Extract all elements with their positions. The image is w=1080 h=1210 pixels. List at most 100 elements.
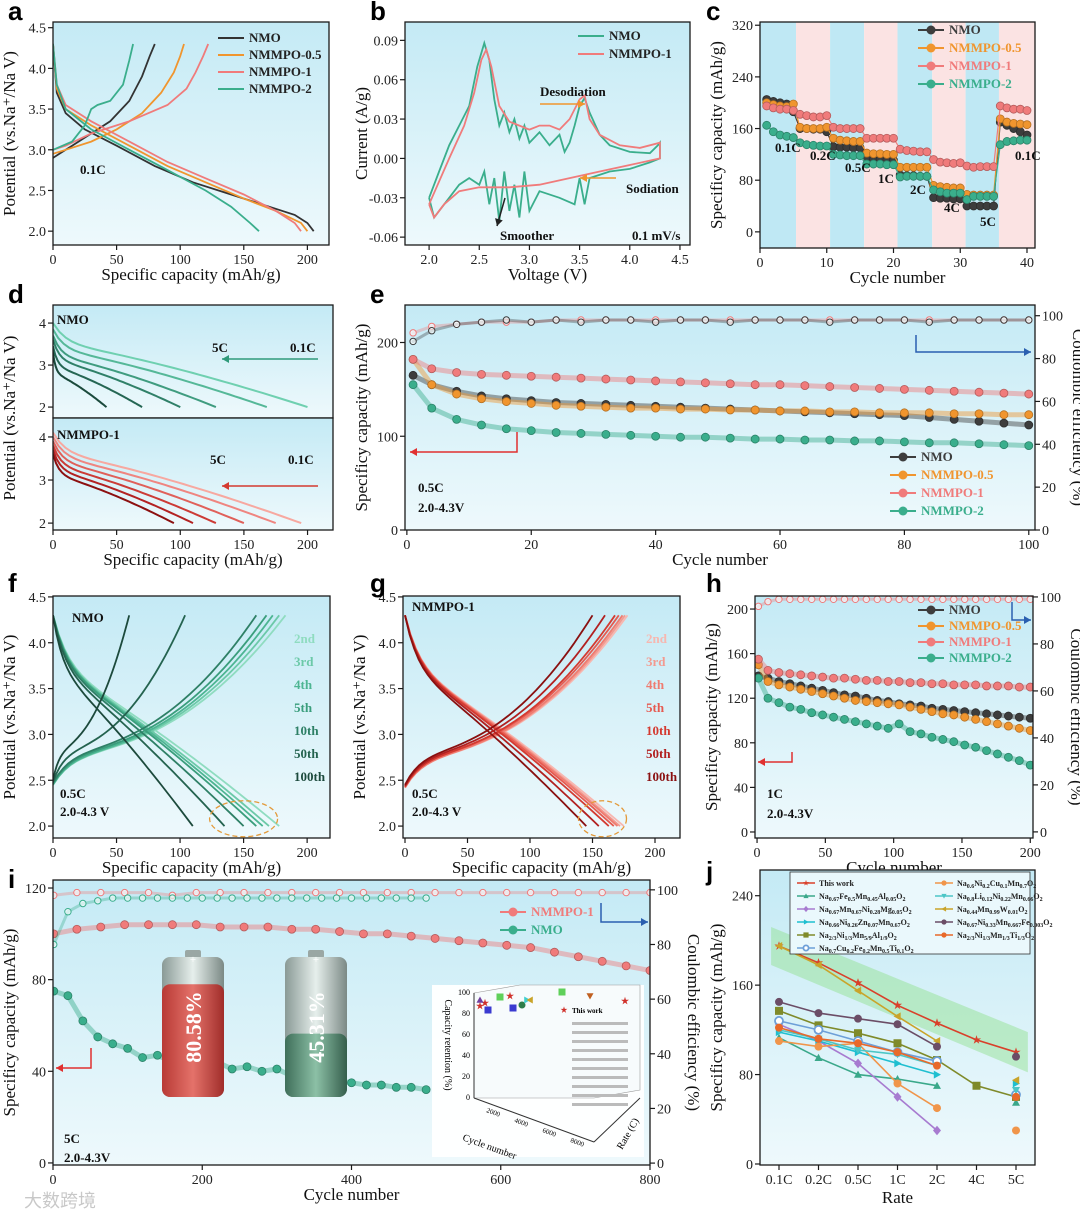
data-point <box>501 397 511 406</box>
ce-point <box>240 888 248 897</box>
data-point <box>272 1064 282 1074</box>
data-point <box>999 440 1009 450</box>
annotation: 0.1C <box>775 140 801 155</box>
plot-background <box>53 305 333 418</box>
data-point <box>676 377 685 387</box>
discharge-curve <box>53 335 217 409</box>
subscript: 2 <box>1033 884 1036 890</box>
series-10th <box>404 614 616 827</box>
ce-point <box>479 888 487 897</box>
legend-label: NMO <box>921 449 953 464</box>
star-marker <box>803 879 809 886</box>
formula-part: O <box>1018 905 1024 914</box>
formula-part: Na <box>819 892 829 901</box>
data-point <box>960 680 970 690</box>
y-tick-label: 0 <box>391 524 398 539</box>
ce-point <box>64 907 72 916</box>
formula-part: Cu <box>990 879 1001 888</box>
arrow-head <box>222 482 229 490</box>
x-tick-label: 2.0 <box>420 253 438 268</box>
diamond-marker <box>893 1092 902 1102</box>
formula-part: Mn <box>839 905 852 914</box>
series-nmmpo-2 <box>408 380 1034 451</box>
data-point <box>763 693 773 703</box>
circle-marker <box>775 1023 783 1032</box>
circle-marker <box>814 1034 823 1043</box>
star-marker <box>932 1018 942 1027</box>
subscript: 2 <box>1031 936 1034 942</box>
data-point <box>526 943 535 952</box>
series-line <box>53 43 260 232</box>
annotation: 1C <box>878 171 894 186</box>
annotation: 4C <box>944 200 960 215</box>
annotation: 0.1C <box>80 162 106 177</box>
data-point <box>651 403 661 413</box>
data-point <box>796 704 806 714</box>
data-point <box>982 709 991 719</box>
data-point <box>1024 441 1034 451</box>
discharge-curve <box>53 436 277 525</box>
y-tick-label: 3.5 <box>379 683 397 698</box>
retention-value: 45.31% <box>304 991 329 1063</box>
y-tick-label: 2.5 <box>29 774 47 789</box>
series-nmmpo-1 <box>428 46 661 220</box>
ce-point <box>168 894 177 902</box>
diamond-marker <box>803 905 809 913</box>
ce-point <box>807 596 816 603</box>
y-tick-label: 2 <box>39 401 46 416</box>
data-point <box>788 133 798 142</box>
circle-marker <box>775 997 783 1006</box>
ce-point <box>73 888 81 897</box>
subscript: 0.667 <box>1008 923 1022 929</box>
legend-item: NMMPO-2 <box>918 650 1012 665</box>
ce-point <box>840 596 849 603</box>
ce-point <box>53 891 58 900</box>
data-point <box>1025 760 1033 770</box>
legend-label: NMMPO-0.5 <box>249 47 322 62</box>
formula-part: Mn <box>1008 879 1021 888</box>
subscript: 0.45 <box>867 897 878 903</box>
ce-point <box>818 596 827 603</box>
data-point <box>78 1016 88 1026</box>
annotation: 2.0-4.3V <box>767 806 814 821</box>
series-ce-nmo <box>409 316 1033 346</box>
legend-label: NMO <box>949 22 981 37</box>
square-marker <box>775 1006 783 1015</box>
ce-point <box>311 888 320 897</box>
ce-point <box>676 316 685 324</box>
circle-marker <box>518 1001 526 1009</box>
cycle-label: 5th <box>294 700 313 715</box>
ce-point <box>527 318 535 326</box>
ce-point <box>993 596 1002 603</box>
inset-legend-entry <box>572 1076 628 1079</box>
data-point <box>872 675 882 685</box>
legend-item: NMMPO-1 <box>500 904 594 919</box>
cycle-label: 3rd <box>646 654 666 669</box>
data-point <box>454 936 464 946</box>
y2-tick-label: 60 <box>1040 685 1054 700</box>
discharge-curve <box>404 615 587 827</box>
ce-point <box>409 329 417 337</box>
ce-point <box>622 888 630 897</box>
series-nmmpo-1 <box>755 654 1033 692</box>
plot-area <box>404 614 629 827</box>
data-point <box>763 665 773 675</box>
x-tick-label: 0 <box>402 846 409 861</box>
charge-curve <box>404 614 624 789</box>
data-point <box>840 714 849 724</box>
data-point <box>406 931 416 941</box>
formula-part: O <box>1027 879 1033 888</box>
y-tick-label: 160 <box>732 123 753 138</box>
annotation: NMMPO-1 <box>412 599 475 614</box>
plot-area <box>428 39 661 222</box>
ce-point <box>477 318 486 326</box>
x-tick-label: 200 <box>645 846 666 861</box>
subscript: 0.67 <box>890 923 901 929</box>
subscript: 2 <box>911 949 914 955</box>
data-point <box>916 678 926 688</box>
triangle-marker <box>854 1070 862 1078</box>
data-point <box>63 991 73 1001</box>
battery-icon: +45.31% <box>285 950 347 1097</box>
circle-marker <box>854 1014 862 1023</box>
